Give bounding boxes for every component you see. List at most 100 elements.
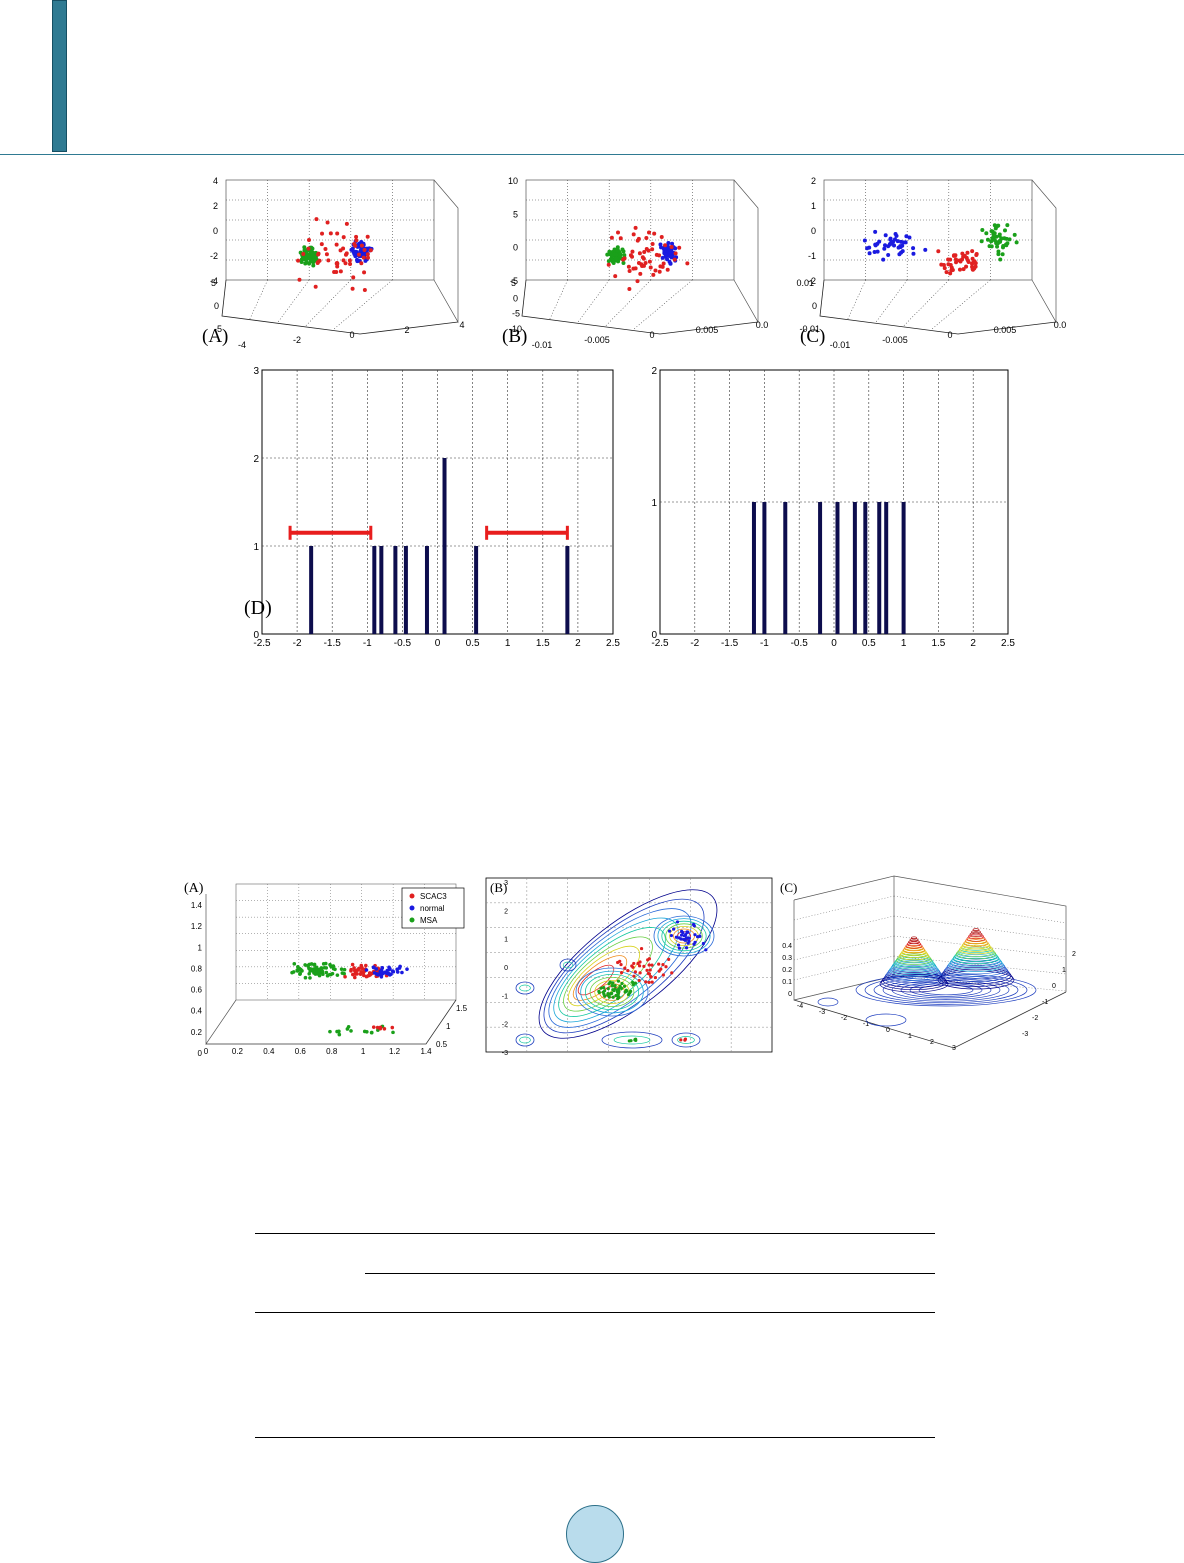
- data-point: [637, 251, 642, 256]
- data-point: [684, 932, 688, 937]
- data-point: [311, 263, 316, 268]
- data-point: [980, 228, 985, 233]
- data-point: [622, 984, 627, 988]
- grid-line: [847, 279, 866, 320]
- back-wall: [225, 179, 435, 281]
- data-point: [353, 243, 358, 248]
- table-bottom-rule: [255, 1437, 935, 1438]
- data-point: [334, 242, 339, 247]
- floor-contour: [900, 981, 992, 999]
- y-tick-label: -3: [502, 1050, 508, 1057]
- panel-c-density-surface: 0.4 0.3 0.2 0.1 0 -4 -3 -2 -1 0 1 2 3 2 1 0 -1 -2 -3 (C): [780, 875, 1076, 1052]
- z-tick-label: 0.4: [191, 1007, 203, 1016]
- x-tick-label: -2: [841, 1015, 847, 1022]
- data-point: [650, 980, 654, 984]
- data-point: [637, 964, 642, 968]
- data-point: [953, 257, 958, 262]
- data-point: [334, 270, 339, 275]
- data-point: [1005, 223, 1010, 228]
- data-point: [883, 233, 888, 238]
- data-point: [390, 969, 395, 973]
- data-point: [632, 961, 636, 966]
- data-point: [619, 986, 624, 990]
- data-point: [672, 927, 676, 931]
- data-point: [949, 265, 954, 270]
- data-point: [349, 967, 353, 972]
- y-tick-label: 0.01: [796, 278, 814, 288]
- x-tick-label: 2.5: [1001, 638, 1015, 649]
- x-tick-label: -1: [760, 638, 769, 649]
- grid-line: [793, 915, 895, 941]
- grid-line: [304, 279, 352, 328]
- data-point: [989, 239, 994, 244]
- x-tick-label: 0.4: [263, 1047, 275, 1056]
- contour-line: [653, 915, 715, 957]
- y-tick-label: -2: [1032, 1015, 1038, 1022]
- y-tick-label: 0: [812, 301, 817, 311]
- contour-line: [575, 967, 649, 1017]
- data-point: [985, 237, 990, 242]
- data-point: [405, 967, 409, 971]
- data-point: [643, 260, 648, 265]
- back-wall: [823, 179, 1033, 281]
- data-point: [1012, 232, 1017, 237]
- surface-contour: [906, 941, 922, 947]
- data-point: [637, 978, 641, 983]
- surface-contour: [971, 930, 981, 935]
- y-tick-label: 2: [504, 908, 508, 915]
- data-point: [299, 260, 304, 265]
- x-tick-label: -4: [797, 1003, 803, 1010]
- z-tick-label: 0: [513, 243, 518, 253]
- data-point: [314, 965, 319, 970]
- data-point: [599, 986, 603, 990]
- data-point: [338, 269, 343, 274]
- data-point: [882, 246, 887, 251]
- x-tick-label: 0.8: [326, 1047, 338, 1056]
- surface-contour: [958, 944, 994, 955]
- data-point: [324, 252, 329, 257]
- data-point: [369, 1030, 374, 1035]
- surface-contour: [951, 954, 1001, 967]
- data-point: [365, 234, 370, 239]
- z-tick-label: 0: [213, 226, 218, 236]
- contour-line: [665, 923, 703, 949]
- y-tick-label: -1: [502, 993, 508, 1000]
- surface-contour: [957, 946, 995, 957]
- y-tick-label: -5: [512, 309, 520, 319]
- data-point: [361, 255, 366, 260]
- x-tick-label: 2: [930, 1039, 934, 1046]
- data-point: [665, 267, 670, 272]
- data-point: [338, 248, 343, 253]
- histogram-bar: [852, 502, 857, 634]
- y-tick-label: -1: [1042, 999, 1048, 1006]
- y-tick-label: -5: [214, 324, 222, 334]
- data-point: [659, 967, 663, 971]
- data-point: [343, 261, 348, 266]
- legend-entry: SCAC3: [420, 892, 447, 901]
- z-tick-label: 0.2: [782, 967, 792, 974]
- data-point: [375, 1025, 380, 1030]
- floor-edge: [221, 279, 459, 335]
- data-point: [626, 264, 631, 269]
- data-point: [605, 252, 610, 257]
- data-point: [618, 252, 623, 257]
- data-point: [653, 268, 658, 273]
- y-tick-label: -2: [502, 1022, 508, 1029]
- y-tick-label: 0: [1052, 983, 1056, 990]
- data-point: [970, 267, 975, 272]
- data-point: [321, 972, 325, 977]
- data-point: [296, 258, 301, 263]
- data-point: [324, 966, 329, 970]
- data-point: [316, 971, 321, 976]
- data-point: [613, 274, 618, 279]
- x-tick-label: 0.5: [862, 638, 876, 649]
- legend-entry: normal: [420, 904, 445, 913]
- data-point: [611, 995, 615, 999]
- data-point: [644, 235, 649, 240]
- data-point: [309, 251, 314, 256]
- x-tick-label: 1: [361, 1047, 366, 1056]
- data-point: [661, 963, 665, 967]
- data-point: [872, 249, 877, 254]
- data-point: [307, 238, 312, 243]
- data-point: [302, 248, 307, 253]
